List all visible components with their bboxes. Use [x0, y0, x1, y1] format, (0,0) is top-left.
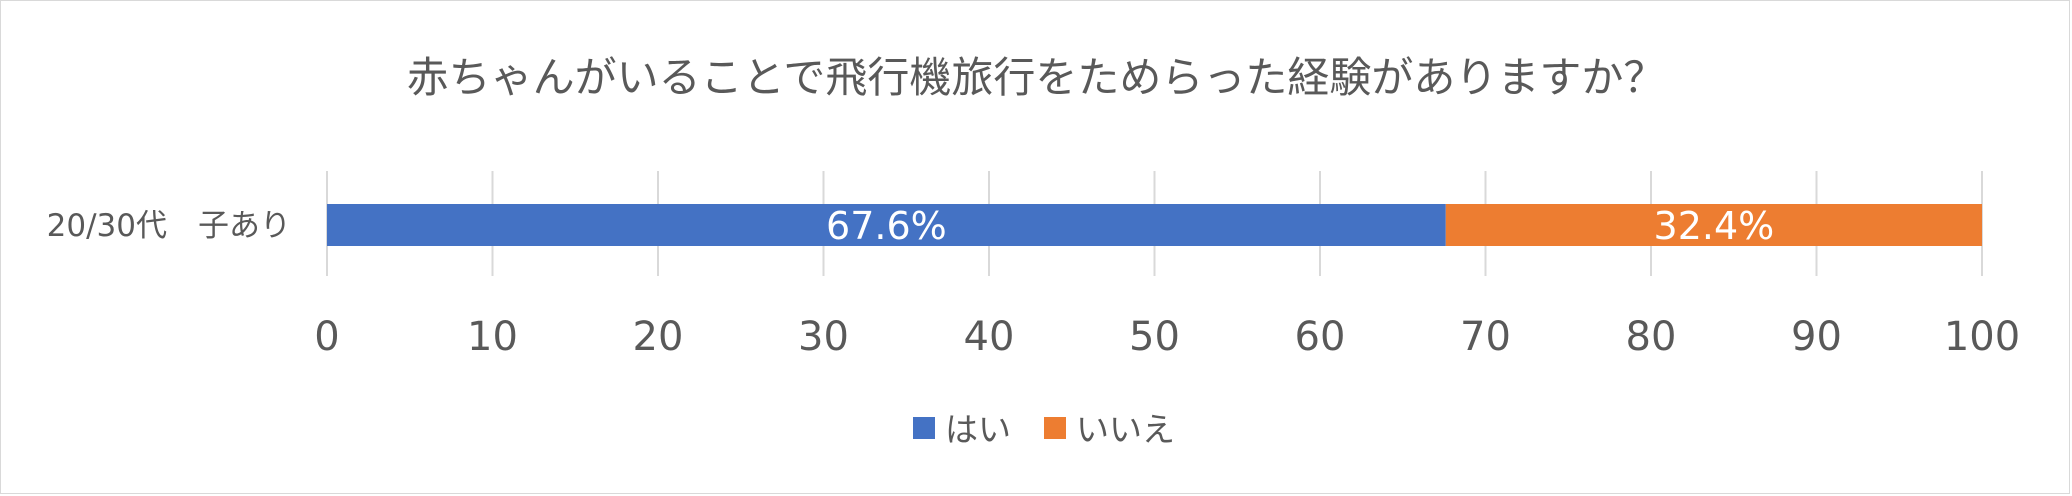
x-axis-ticks: 0 10 20 30 40 50 60 70 80 90 100: [314, 314, 2020, 360]
x-tick-label: 40: [964, 314, 1015, 360]
legend-label: はい: [945, 410, 1011, 449]
bars: 67.6% 32.4%: [327, 204, 1982, 248]
chart-title: 赤ちゃんがいることで飛行機旅行をためらった経験がありますか？: [407, 53, 1666, 102]
legend-swatch: [913, 417, 935, 439]
x-tick-label: 10: [467, 314, 518, 360]
data-label: 67.6%: [826, 204, 947, 248]
x-tick-label: 70: [1460, 314, 1511, 360]
data-label: 32.4%: [1654, 204, 1775, 248]
x-tick-label: 50: [1129, 314, 1180, 360]
x-tick-label: 90: [1791, 314, 1842, 360]
legend: はい いいえ: [913, 410, 1175, 449]
bar-segment: [1445, 204, 1982, 246]
x-tick-label: 20: [633, 314, 684, 360]
x-tick-label: 80: [1626, 314, 1677, 360]
x-tick-label: 60: [1295, 314, 1346, 360]
x-tick-label: 30: [798, 314, 849, 360]
x-tick-label: 100: [1944, 314, 2020, 360]
x-tick-label: 0: [314, 314, 339, 360]
legend-swatch: [1044, 417, 1066, 439]
legend-label: いいえ: [1076, 410, 1175, 449]
category-label: 20/30代 子あり: [47, 208, 291, 244]
bar-segment: [327, 204, 1446, 246]
